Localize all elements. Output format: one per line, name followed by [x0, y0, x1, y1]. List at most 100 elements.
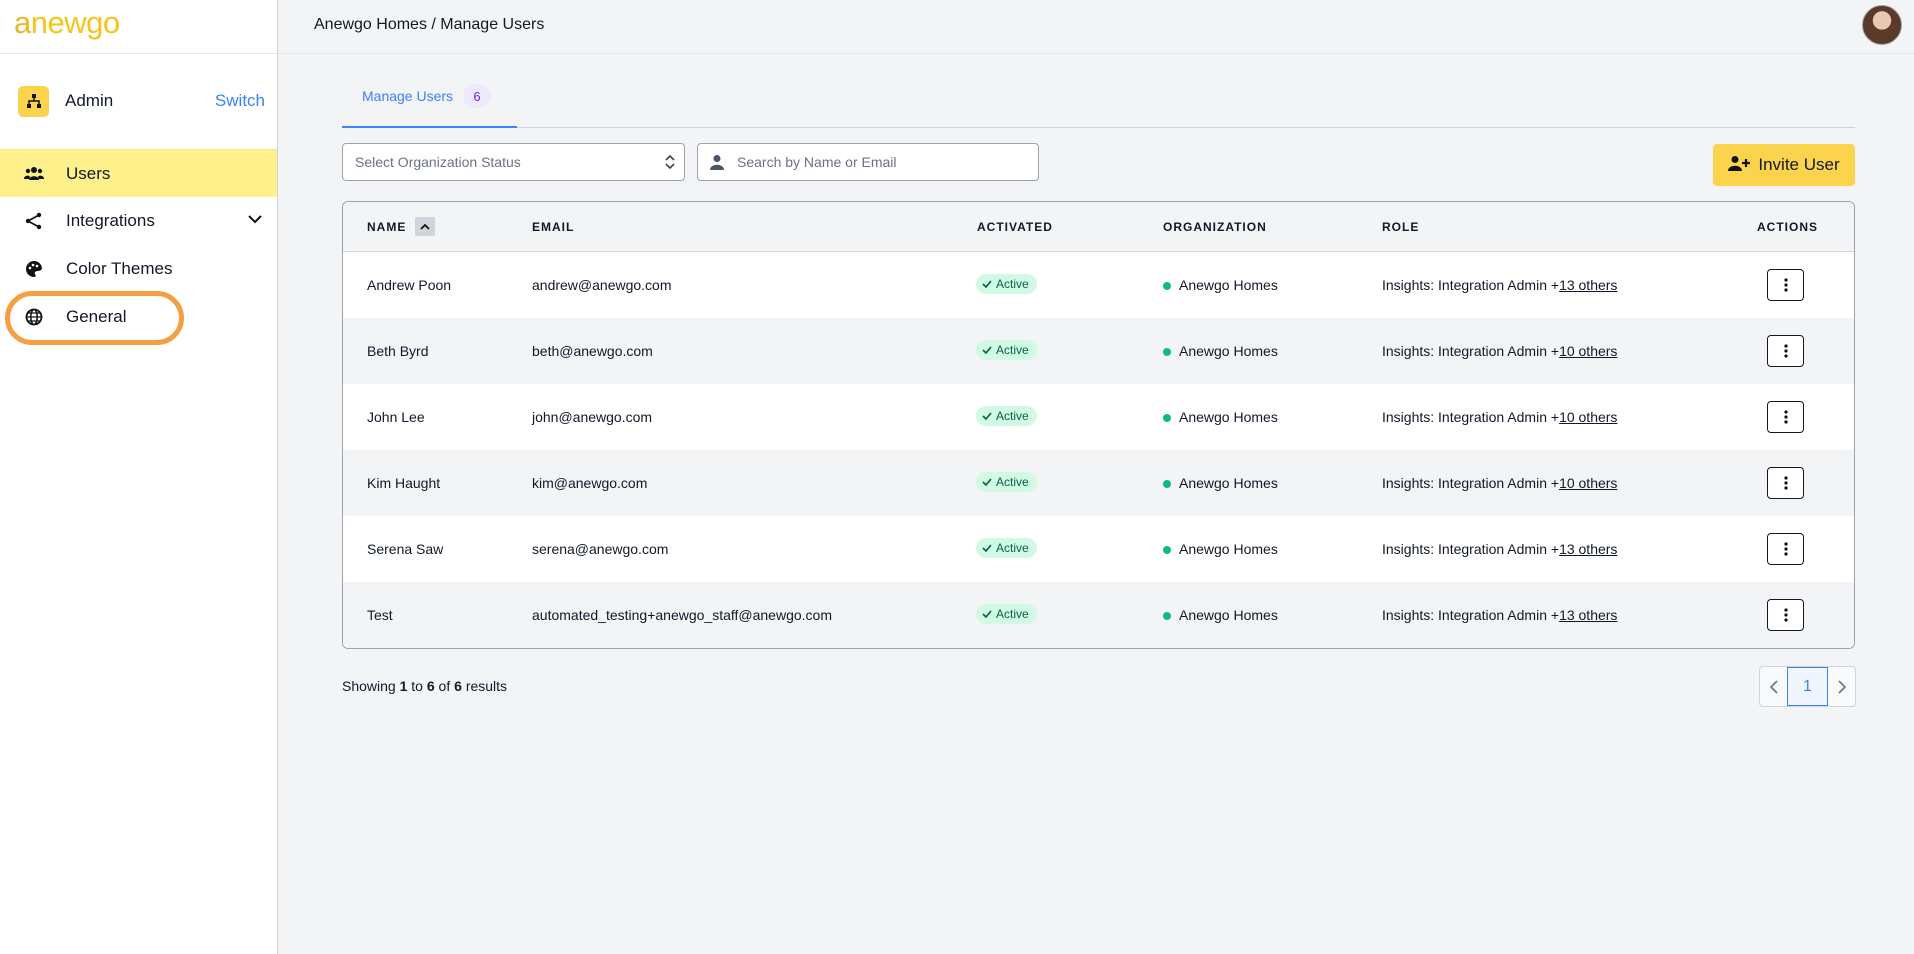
- other-roles-link[interactable]: 13 others: [1559, 607, 1618, 623]
- user-email: beth@anewgo.com: [532, 343, 653, 359]
- integrations-icon: [24, 211, 44, 231]
- chevron-down-icon[interactable]: [247, 211, 263, 232]
- status-label: Active: [996, 475, 1029, 489]
- page-1-button[interactable]: 1: [1787, 667, 1828, 706]
- org-status-dot: [1163, 612, 1171, 620]
- org-status-dot: [1163, 282, 1171, 290]
- status-label: Active: [996, 409, 1029, 423]
- avatar[interactable]: [1862, 5, 1902, 45]
- user-organization: Anewgo Homes: [1179, 607, 1278, 623]
- user-name: John Lee: [367, 409, 425, 425]
- user-name: Serena Saw: [367, 541, 444, 557]
- sidebar-item-general[interactable]: General: [0, 293, 277, 341]
- header: Anewgo Homes / Manage Users: [278, 0, 1914, 54]
- switch-link[interactable]: Switch: [214, 91, 265, 110]
- row-actions-button[interactable]: [1767, 401, 1804, 433]
- role-text: Insights: Integration Admin +: [1382, 475, 1560, 491]
- chevron-left-icon: [1769, 679, 1778, 694]
- user-email: kim@anewgo.com: [532, 475, 648, 491]
- invite-user-button[interactable]: Invite User: [1713, 144, 1855, 186]
- highlight-annotation: [5, 291, 184, 345]
- user-organization: Anewgo Homes: [1179, 541, 1278, 557]
- check-icon: [982, 280, 992, 288]
- sort-ascending-icon[interactable]: [415, 217, 435, 236]
- more-vertical-icon: [1783, 278, 1788, 292]
- row-actions-button[interactable]: [1767, 599, 1804, 631]
- user-role: Insights: Integration Admin +10 others: [1382, 343, 1617, 359]
- prev-page-button[interactable]: [1760, 667, 1787, 706]
- user-email: john@anewgo.com: [532, 409, 653, 425]
- user-name: Andrew Poon: [367, 277, 452, 293]
- status-label: Active: [996, 541, 1029, 555]
- tab-count-badge: 6: [463, 84, 492, 108]
- table-row: John Lee john@anewgo.com Active Anewgo Home…: [343, 384, 1854, 450]
- row-actions-button[interactable]: [1767, 335, 1804, 367]
- check-icon: [982, 544, 992, 552]
- palette-icon: [24, 259, 44, 279]
- table-row: Test automated_testing+anewgo_staff@anewg…: [343, 582, 1854, 648]
- more-vertical-icon: [1783, 410, 1788, 424]
- organization-status-select[interactable]: Select Organization Status: [342, 143, 685, 181]
- sidebar-item-label: Users: [66, 163, 111, 183]
- sidebar-item-color-themes[interactable]: Color Themes: [0, 245, 277, 293]
- org-status-dot: [1163, 480, 1171, 488]
- row-actions-button[interactable]: [1767, 533, 1804, 565]
- logo-bar: anewgo: [0, 0, 277, 54]
- user-organization: Anewgo Homes: [1179, 409, 1278, 425]
- other-roles-link[interactable]: 13 others: [1559, 541, 1618, 557]
- status-badge: Active: [976, 406, 1037, 426]
- table-body: Andrew Poon andrew@anewgo.com Active Anewgo…: [343, 252, 1854, 648]
- more-vertical-icon: [1783, 608, 1788, 622]
- other-roles-link[interactable]: 10 others: [1559, 475, 1618, 491]
- more-vertical-icon: [1783, 344, 1788, 358]
- other-roles-link[interactable]: 10 others: [1559, 343, 1618, 359]
- user-email: serena@anewgo.com: [532, 541, 669, 557]
- table-row: Kim Haught kim@anewgo.com Active Anewgo Hom…: [343, 450, 1854, 516]
- org-status-dot: [1163, 348, 1171, 356]
- row-actions-button[interactable]: [1767, 269, 1804, 301]
- column-header-email: EMAIL: [532, 220, 575, 234]
- other-roles-link[interactable]: 10 others: [1559, 409, 1618, 425]
- table-row: Serena Saw serena@anewgo.com Active Anewgo …: [343, 516, 1854, 582]
- user-role: Insights: Integration Admin +13 others: [1382, 277, 1617, 293]
- tab-bar: Manage Users 6: [342, 78, 1855, 128]
- role-switcher: Admin Switch: [18, 85, 265, 117]
- column-header-activated: ACTIVATED: [977, 220, 1053, 234]
- next-page-button[interactable]: [1828, 667, 1855, 706]
- user-organization: Anewgo Homes: [1179, 277, 1278, 293]
- column-header-organization: ORGANIZATION: [1163, 220, 1267, 234]
- tab-manage-users[interactable]: Manage Users 6: [342, 78, 517, 128]
- invite-user-label: Invite User: [1758, 155, 1840, 174]
- anewgo-logo[interactable]: anewgo: [14, 5, 120, 40]
- sidebar-item-label: General: [66, 307, 127, 326]
- sidebar-item-users[interactable]: Users: [0, 149, 277, 197]
- sidebar-item-integrations[interactable]: Integrations: [0, 197, 277, 245]
- check-icon: [982, 478, 992, 486]
- role-text: Insights: Integration Admin +: [1382, 541, 1560, 557]
- more-vertical-icon: [1783, 476, 1788, 490]
- user-organization: Anewgo Homes: [1179, 475, 1278, 491]
- column-header-role: ROLE: [1382, 220, 1420, 234]
- org-chart-icon: [18, 85, 49, 117]
- check-icon: [982, 610, 992, 618]
- status-badge: Active: [976, 340, 1037, 360]
- table-header: NAME EMAIL ACTIVATED ORGANIZATION ROLE A…: [343, 202, 1854, 252]
- role-text: Insights: Integration Admin +: [1382, 277, 1560, 293]
- chevron-right-icon: [1837, 679, 1846, 694]
- search-input[interactable]: [737, 144, 1027, 180]
- column-header-name[interactable]: NAME: [367, 220, 407, 234]
- breadcrumb: Anewgo Homes / Manage Users: [314, 16, 545, 33]
- pagination: 1: [1759, 666, 1856, 707]
- other-roles-link[interactable]: 13 others: [1559, 277, 1618, 293]
- role-text: Insights: Integration Admin +: [1382, 607, 1560, 623]
- status-badge: Active: [976, 472, 1037, 492]
- row-actions-button[interactable]: [1767, 467, 1804, 499]
- status-badge: Active: [976, 274, 1037, 294]
- user-organization: Anewgo Homes: [1179, 343, 1278, 359]
- more-vertical-icon: [1783, 542, 1788, 556]
- search-field: [697, 143, 1039, 181]
- user-name: Kim Haught: [367, 475, 441, 491]
- table-row: Beth Byrd beth@anewgo.com Active Anewgo Hom…: [343, 318, 1854, 384]
- sidebar: anewgo Admin Switch Users Integrations: [0, 0, 278, 954]
- org-status-dot: [1163, 546, 1171, 554]
